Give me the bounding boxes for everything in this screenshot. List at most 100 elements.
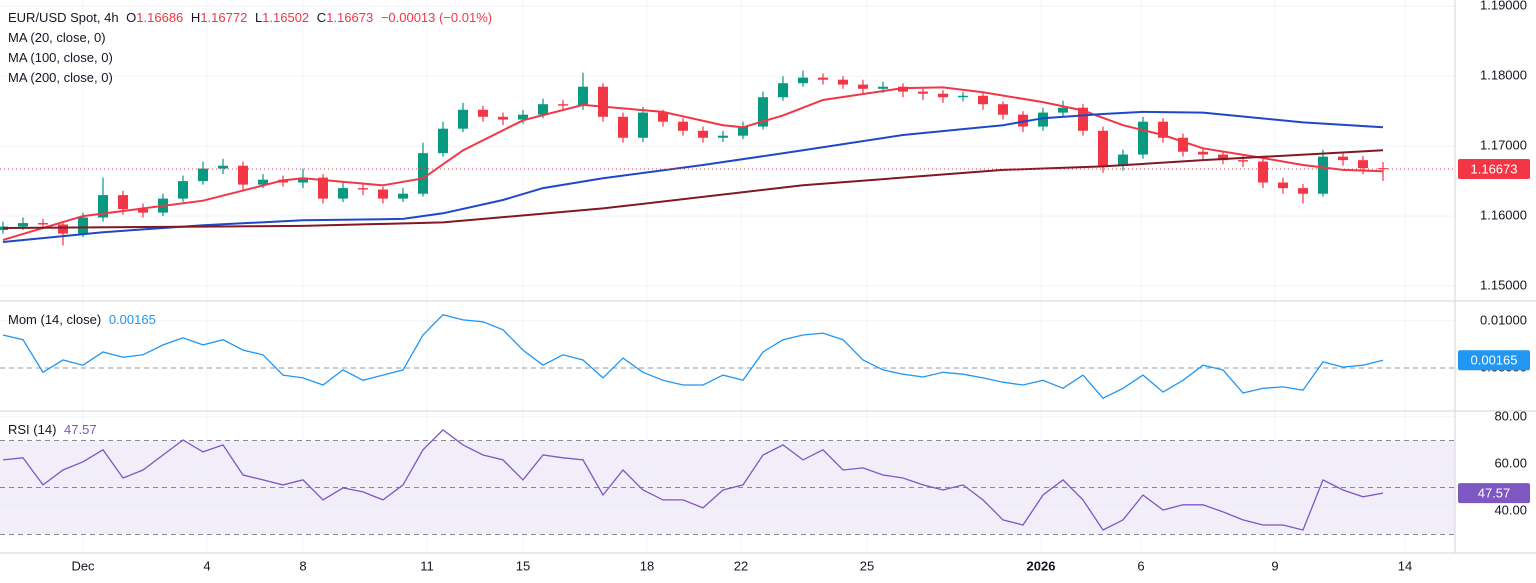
y-tick-label: 1.16000: [1480, 208, 1527, 223]
x-tick-label: 4: [203, 558, 210, 573]
indicator-value: 47.57: [64, 422, 97, 437]
ohlc-label: H: [190, 10, 201, 25]
candle-body: [18, 223, 28, 227]
candle-body: [398, 193, 408, 199]
y-tick-label: 0.01000: [1480, 312, 1527, 327]
value-badge-label: 0.00165: [1471, 353, 1518, 368]
candle-body: [1298, 188, 1308, 194]
y-tick-label: 1.19000: [1480, 0, 1527, 13]
legend-entry: MA (200, close, 0): [8, 70, 113, 85]
candle-body: [718, 135, 728, 138]
candle-body: [1218, 154, 1228, 161]
candle-body: [698, 130, 708, 138]
candle-body: [1058, 107, 1068, 113]
candle-body: [438, 128, 448, 154]
rsi-legend: RSI (14) 47.57: [8, 422, 101, 437]
candle-body: [1198, 151, 1208, 155]
candle-body: [1098, 130, 1108, 166]
candle-body: [598, 86, 608, 117]
ohlc-value: 1.16686: [136, 10, 184, 25]
x-tick-label: 14: [1398, 558, 1412, 573]
candle-body: [838, 79, 848, 85]
candle-body: [1118, 154, 1128, 166]
candle-body: [1378, 168, 1388, 170]
candle-body: [1178, 137, 1188, 152]
candle-body: [678, 121, 688, 131]
candle-body: [658, 112, 668, 122]
candle-body: [98, 195, 108, 218]
candle-body: [1238, 160, 1248, 162]
candle-body: [118, 195, 128, 210]
candle-body: [338, 188, 348, 199]
value-badge: [1458, 483, 1530, 504]
candle-body: [1358, 160, 1368, 169]
y-tick-label: 1.18000: [1480, 68, 1527, 83]
candle-body: [238, 165, 248, 185]
value-badge: [1458, 159, 1530, 180]
y-tick-label: 60.00: [1494, 455, 1527, 470]
x-tick-label: 11: [420, 558, 434, 573]
moving-average: [2, 149, 1384, 229]
candle-body: [918, 91, 928, 94]
candle-body: [778, 83, 788, 98]
candle-body: [178, 181, 188, 199]
candle-body: [938, 93, 948, 98]
y-tick-label: 80.00: [1494, 408, 1527, 423]
x-tick-label: 15: [516, 558, 530, 573]
mom-legend: Mom (14, close) 0.00165: [8, 312, 160, 327]
candle-body: [858, 84, 868, 89]
candle-body: [978, 95, 988, 105]
candle-body: [38, 223, 48, 225]
indicator-value: 0.00165: [108, 312, 156, 327]
candle-body: [538, 104, 548, 115]
candle-body: [1038, 112, 1048, 127]
ohlc-label: O: [126, 10, 137, 25]
candle-body: [638, 112, 648, 138]
indicator-title: Mom (14, close): [8, 312, 102, 327]
candle-body: [1318, 156, 1328, 194]
candle-body: [378, 189, 388, 199]
moving-average: [2, 110, 1384, 243]
candle-body: [198, 168, 208, 182]
x-tick-label: 25: [860, 558, 874, 573]
value-badge-label: 1.16673: [1471, 161, 1518, 176]
x-tick-label: 2026: [1027, 558, 1056, 573]
candle-body: [58, 224, 68, 234]
rsi-band: [0, 440, 1455, 535]
x-tick-label: Dec: [71, 558, 95, 573]
candle-body: [558, 104, 568, 106]
candle-body: [798, 77, 808, 84]
candle-body: [258, 179, 268, 185]
candle-body: [818, 77, 828, 80]
legend-entry: MA (100, close, 0): [8, 50, 113, 65]
ohlc-label: L: [254, 10, 263, 25]
candle-body: [1138, 121, 1148, 155]
candle-body: [78, 217, 88, 234]
x-tick-label: 18: [640, 558, 654, 573]
x-tick-label: 9: [1271, 558, 1278, 573]
candle-body: [578, 86, 588, 106]
ohlc-label: C: [316, 10, 327, 25]
candle-body: [998, 104, 1008, 115]
candle-body: [358, 188, 368, 190]
candle-body: [758, 97, 768, 127]
candle-body: [138, 209, 148, 213]
x-tick-label: 22: [734, 558, 748, 573]
candle-body: [1158, 121, 1168, 138]
change: −0.00013 (−0.01%): [380, 10, 493, 25]
y-tick-label: 1.15000: [1480, 277, 1527, 292]
candle-body: [458, 109, 468, 129]
candle-body: [958, 95, 968, 98]
price-legend: EUR/USD Spot, 4h O1.16686 H1.16772 L1.16…: [8, 10, 496, 25]
legend-entry: MA (20, close, 0): [8, 30, 106, 45]
ohlc-value: 1.16772: [200, 10, 248, 25]
x-tick-label: 6: [1137, 558, 1144, 573]
symbol-title: EUR/USD Spot, 4h: [8, 10, 119, 25]
candle-body: [1018, 114, 1028, 127]
candle-body: [1338, 156, 1348, 161]
candle-body: [1078, 107, 1088, 131]
moving-average: [2, 86, 1384, 241]
indicator-line: [2, 429, 1384, 531]
